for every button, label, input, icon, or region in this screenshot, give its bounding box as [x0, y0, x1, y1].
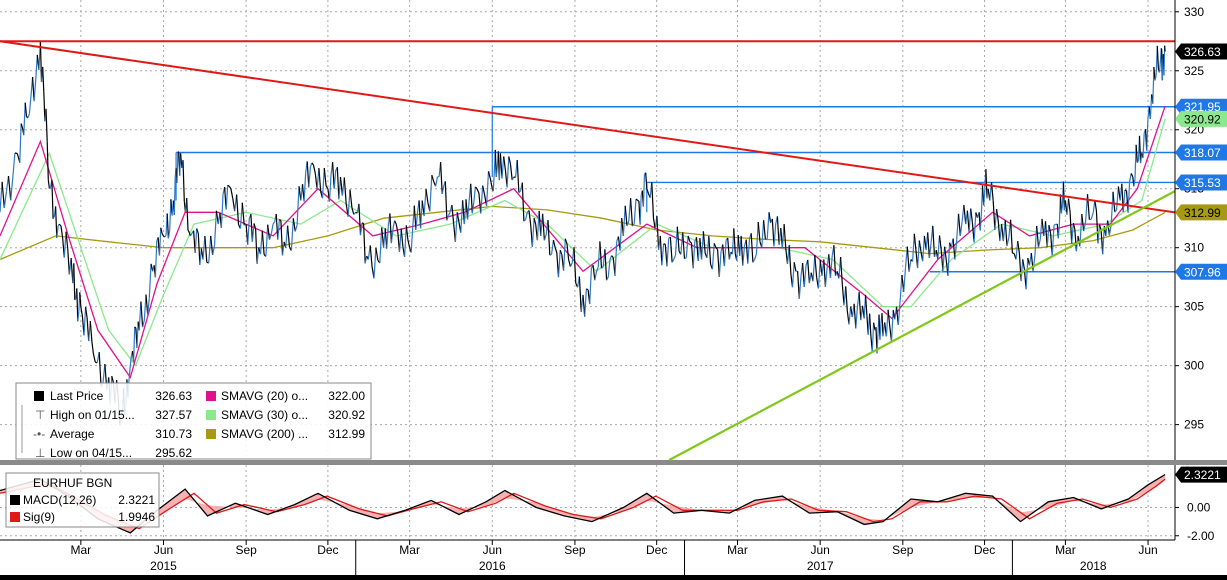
legend-label: Low on 04/15...: [50, 446, 132, 460]
macd-axis-tag: 2.3221: [1175, 467, 1227, 483]
price-segment: [1161, 48, 1162, 49]
price-segment: [1165, 46, 1166, 52]
price-axis-tag-label: 315.53: [1184, 176, 1221, 190]
legend-label: Last Price: [50, 389, 104, 403]
price-y-tick-label: 330: [1184, 5, 1204, 19]
legend-value: 322.00: [328, 389, 365, 403]
macd-legend: EURHUF BGN MACD(12,26) 2.3221 Sig(9) 1.9946: [6, 473, 159, 527]
legend-value: 327.57: [155, 408, 192, 422]
price-segment: [1162, 59, 1163, 80]
price-segment: [178, 152, 179, 153]
price-axis-tag: 320.92: [1175, 111, 1227, 127]
month-label: Dec: [974, 543, 995, 557]
month-label: Jun: [1138, 543, 1157, 557]
year-label: 2015: [150, 559, 177, 573]
macd-y-tick-label: -2.00: [1187, 529, 1215, 543]
macd-y-tick-label: 0.00: [1187, 500, 1211, 514]
price-y-tick-label: 305: [1184, 300, 1204, 314]
month-label: Mar: [399, 543, 420, 557]
price-axis-tag: 315.53: [1175, 174, 1227, 190]
month-label: Mar: [1055, 543, 1076, 557]
month-label: Jun: [483, 543, 502, 557]
macd-legend-label: MACD(12,26): [23, 493, 96, 507]
macd-legend-swatch: [10, 512, 20, 522]
panel-separator: [0, 460, 1227, 465]
price-axis-tag-label: 318.07: [1184, 146, 1221, 160]
price-y-tick-label: 325: [1184, 64, 1204, 78]
last-price-square-icon: [34, 391, 44, 401]
legend-value: 295.62: [155, 446, 192, 460]
price-axis-tag-label: 312.99: [1184, 206, 1221, 220]
macd-legend-swatch: [10, 495, 20, 505]
price-axis-tag-label: 307.96: [1184, 265, 1221, 279]
legend-label: High on 01/15...: [50, 408, 135, 422]
high-marker-icon: ⊤: [35, 408, 45, 422]
legend-label: SMAVG (30) o...: [221, 408, 308, 422]
price-segment: [1054, 224, 1056, 225]
month-label: Dec: [317, 543, 338, 557]
macd-legend-label: Sig(9): [23, 510, 55, 524]
year-label: 2017: [807, 559, 834, 573]
x-axis-strip: [0, 540, 1227, 575]
macd-panel-title: EURHUF BGN: [33, 476, 112, 490]
price-axis-tag: 307.96: [1175, 264, 1227, 280]
month-label: Dec: [646, 543, 667, 557]
sma-color-swatch: [206, 391, 216, 401]
legend-label: SMAVG (20) o...: [221, 389, 308, 403]
month-label: Mar: [71, 543, 92, 557]
month-label: Sep: [235, 543, 257, 557]
price-y-tick-label: 310: [1184, 241, 1204, 255]
average-marker-icon: -•-: [33, 427, 45, 441]
legend-value: 326.63: [155, 389, 192, 403]
macd-axis-tag-label: 2.3221: [1184, 468, 1221, 482]
macd-legend-value: 1.9946: [118, 510, 155, 524]
month-label: Sep: [892, 543, 914, 557]
month-label: Jun: [154, 543, 173, 557]
x-axis: Mar Jun Sep Dec Mar Jun Sep Dec Mar Jun Sep Dec Mar J…: [0, 540, 1227, 575]
legend-label: Average: [50, 427, 95, 441]
legend-label: SMAVG (200) ...: [221, 427, 308, 441]
price-axis-tag-label: 326.63: [1184, 45, 1221, 59]
price-axis-tag: 318.07: [1175, 145, 1227, 161]
price-legend: Last Price 326.63 ⊤ High on 01/15... 327.57 -…: [16, 383, 371, 460]
price-segment: [1089, 219, 1091, 220]
price-axis-tag-label: 320.92: [1184, 112, 1221, 126]
sma-color-swatch: [206, 410, 216, 420]
price-axis-tag: 312.99: [1175, 204, 1227, 220]
price-segment: [638, 201, 639, 202]
month-label: Jun: [810, 543, 829, 557]
legend-value: 320.92: [328, 408, 365, 422]
low-marker-icon: ⊥: [35, 446, 45, 460]
year-label: 2018: [1080, 559, 1107, 573]
price-segment: [75, 299, 76, 300]
sma-color-swatch: [206, 429, 216, 439]
price-y-tick-label: 300: [1184, 359, 1204, 373]
price-axis-tag: 326.63: [1175, 44, 1227, 60]
month-label: Mar: [727, 543, 748, 557]
price-segment: [1125, 190, 1127, 191]
year-label: 2016: [479, 559, 506, 573]
month-label: Sep: [564, 543, 586, 557]
legend-value: 312.99: [328, 427, 365, 441]
macd-legend-value: 2.3221: [118, 493, 155, 507]
price-segment: [1012, 253, 1014, 254]
legend-value: 310.73: [155, 427, 192, 441]
price-y-tick-label: 295: [1184, 418, 1204, 432]
